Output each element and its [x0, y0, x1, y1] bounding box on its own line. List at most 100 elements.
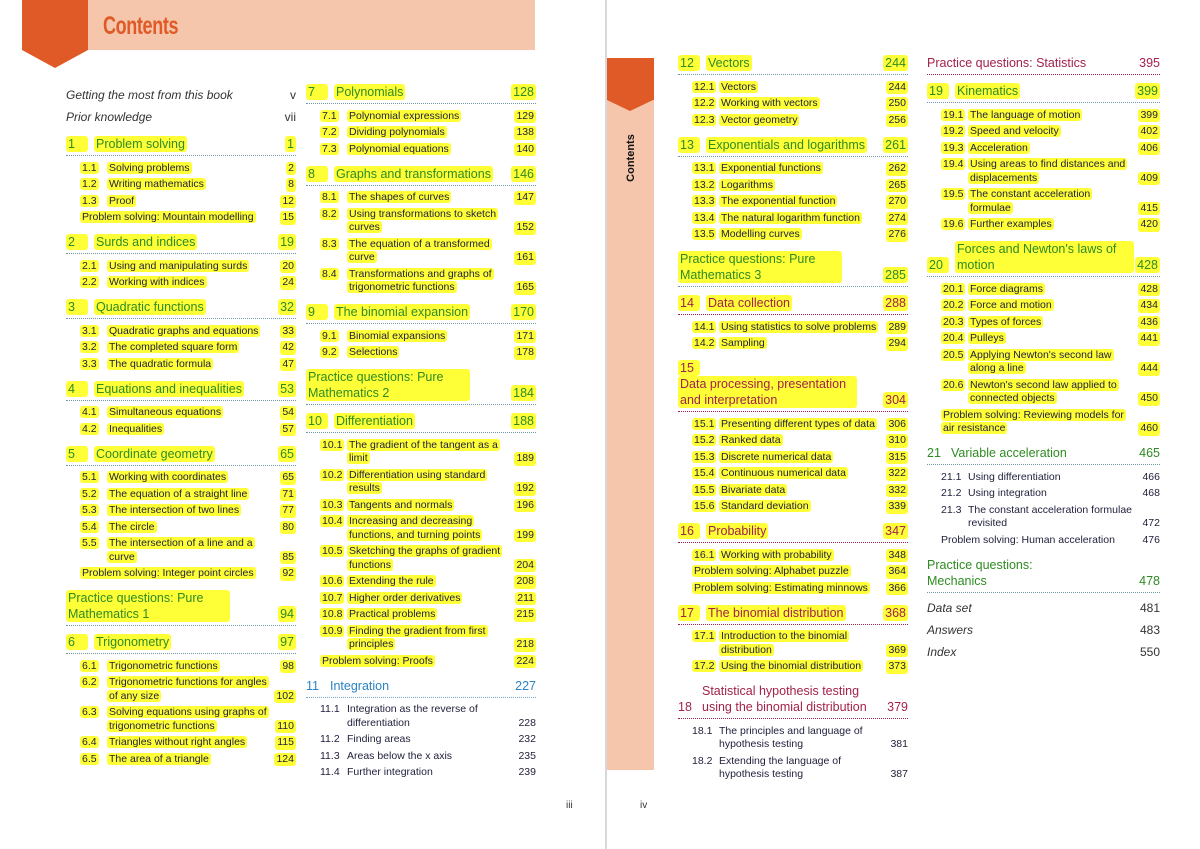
toc-entry-sub[interactable]: 21.2 Using integration 468 — [927, 486, 1160, 503]
toc-entry-sub[interactable]: 11.1 Integration as the reverse of differ… — [306, 702, 536, 732]
toc-entry-chapter[interactable]: 12 Vectors 244 — [678, 55, 908, 75]
toc-entry-sub[interactable]: 20.2 Force and motion 434 — [927, 298, 1160, 315]
toc-entry-sub[interactable]: 6.1 Trigonometric functions 98 — [66, 658, 296, 675]
toc-entry-chapter[interactable]: 8 Graphs and transformations 146 — [306, 165, 536, 186]
toc-entry-ps[interactable]: Problem solving: Integer point circles 92 — [66, 566, 296, 583]
toc-entry-chapter[interactable]: 5 Coordinate geometry 65 — [66, 445, 296, 466]
toc-entry-sub[interactable]: 12.3 Vector geometry 256 — [678, 112, 908, 129]
toc-entry-sub[interactable]: 2.2 Working with indices 24 — [66, 275, 296, 292]
toc-entry-sub[interactable]: 6.4 Triangles without right angles 115 — [66, 735, 296, 752]
toc-entry-plain[interactable]: Prior knowledge vii — [66, 106, 296, 128]
toc-entry-sub[interactable]: 13.4 The natural logarithm function 274 — [678, 210, 908, 227]
toc-entry-ps[interactable]: Problem solving: Human acceleration 476 — [927, 532, 1160, 549]
toc-entry-sub[interactable]: 4.2 Inequalities 57 — [66, 421, 296, 438]
toc-entry-sub[interactable]: 10.8 Practical problems 215 — [306, 607, 536, 624]
toc-entry-sub[interactable]: 11.3 Areas below the x axis 235 — [306, 748, 536, 765]
toc-entry-sub[interactable]: 6.5 The area of a triangle 124 — [66, 751, 296, 768]
toc-entry-sub[interactable]: 10.9 Finding the gradient from first prin… — [306, 623, 536, 653]
toc-entry-sub[interactable]: 18.1 The principles and language of hypot… — [678, 723, 908, 753]
toc-entry-sub[interactable]: 10.4 Increasing and decreasing functions,… — [306, 514, 536, 544]
toc-entry-sub[interactable]: 5.2 The equation of a straight line 71 — [66, 486, 296, 503]
toc-entry-plain[interactable]: Getting the most from this book v — [66, 84, 296, 106]
toc-entry-chapter[interactable]: 19 Kinematics 399 — [927, 83, 1160, 103]
toc-entry-sub[interactable]: 19.1 The language of motion 399 — [927, 107, 1160, 124]
toc-entry-sub[interactable]: 6.3 Solving equations using graphs of tri… — [66, 705, 296, 735]
toc-entry-ps[interactable]: Problem solving: Reviewing models for ai… — [927, 407, 1160, 437]
toc-entry-chapter[interactable]: 13 Exponentials and logarithms 261 — [678, 136, 908, 157]
toc-entry-sub[interactable]: 20.3 Types of forces 436 — [927, 314, 1160, 331]
toc-entry-sub[interactable]: 9.1 Binomial expansions 171 — [306, 328, 536, 345]
toc-entry-sub[interactable]: 20.4 Pulleys 441 — [927, 331, 1160, 348]
toc-entry-chapter[interactable]: 14 Data collection 288 — [678, 295, 908, 315]
toc-entry-chapter[interactable]: 15Data processing, presentation and inte… — [678, 360, 908, 412]
toc-entry-sub[interactable]: 7.2 Dividing polynomials 138 — [306, 125, 536, 142]
toc-entry-sub[interactable]: 15.2 Ranked data 310 — [678, 433, 908, 450]
toc-entry-chapter[interactable]: 17 The binomial distribution 368 — [678, 604, 908, 625]
toc-entry-chapter[interactable]: 3 Quadratic functions 32 — [66, 299, 296, 319]
toc-entry-sub[interactable]: 11.2 Finding areas 232 — [306, 732, 536, 749]
toc-entry-sub[interactable]: 5.3 The intersection of two lines 77 — [66, 503, 296, 520]
toc-entry-sub[interactable]: 1.3 Proof 12 — [66, 193, 296, 210]
toc-entry-chapter[interactable]: 18 Statistical hypothesis testing using t… — [678, 683, 908, 719]
toc-entry-practice[interactable]: Practice questions: Mechanics 478 — [927, 557, 1160, 593]
toc-entry-chapter[interactable]: 20 Forces and Newton's laws of motion 428 — [927, 241, 1160, 277]
toc-entry-sub[interactable]: 15.1 Presenting different types of data 30… — [678, 416, 908, 433]
toc-entry-sub[interactable]: 14.1 Using statistics to solve problems 28… — [678, 319, 908, 336]
toc-entry-sub[interactable]: 7.1 Polynomial expressions 129 — [306, 108, 536, 125]
toc-entry-sub[interactable]: 19.4 Using areas to find distances and di… — [927, 157, 1160, 187]
toc-entry-sub[interactable]: 10.1 The gradient of the tangent as a lim… — [306, 437, 536, 467]
toc-entry-sub[interactable]: 17.2 Using the binomial distribution 373 — [678, 659, 908, 676]
toc-entry-sub[interactable]: 6.2 Trigonometric functions for angles of… — [66, 675, 296, 705]
toc-entry-ps[interactable]: Problem solving: Estimating minnows 366 — [678, 580, 908, 597]
toc-entry-plain[interactable]: Data set 481 — [927, 597, 1160, 619]
toc-entry-chapter[interactable]: 1 Problem solving 1 — [66, 136, 296, 156]
toc-entry-sub[interactable]: 21.1 Using differentiation 466 — [927, 469, 1160, 486]
toc-entry-sub[interactable]: 3.3 The quadratic formula 47 — [66, 356, 296, 373]
toc-entry-sub[interactable]: 3.1 Quadratic graphs and equations 33 — [66, 323, 296, 340]
toc-entry-sub[interactable]: 20.1 Force diagrams 428 — [927, 281, 1160, 298]
toc-entry-sub[interactable]: 8.2 Using transformations to sketch curve… — [306, 206, 536, 236]
toc-entry-sub[interactable]: 19.5 The constant acceleration formulae 41… — [927, 187, 1160, 217]
toc-entry-practice[interactable]: Practice questions: Pure Mathematics 3 28… — [678, 251, 908, 287]
toc-entry-sub[interactable]: 1.2 Writing mathematics 8 — [66, 177, 296, 194]
toc-entry-sub[interactable]: 8.1 The shapes of curves 147 — [306, 190, 536, 207]
toc-entry-sub[interactable]: 8.3 The equation of a transformed curve 16… — [306, 236, 536, 266]
toc-entry-sub[interactable]: 13.5 Modelling curves 276 — [678, 227, 908, 244]
toc-entry-sub[interactable]: 9.2 Selections 178 — [306, 345, 536, 362]
toc-entry-plain[interactable]: Answers 483 — [927, 619, 1160, 641]
toc-entry-chapter[interactable]: 9 The binomial expansion 170 — [306, 304, 536, 324]
toc-entry-sub[interactable]: 5.5 The intersection of a line and a curv… — [66, 536, 296, 566]
toc-entry-sub[interactable]: 17.1 Introduction to the binomial distrib… — [678, 629, 908, 659]
toc-entry-plain[interactable]: Index 550 — [927, 641, 1160, 663]
toc-entry-sub[interactable]: 8.4 Transformations and graphs of trigono… — [306, 266, 536, 296]
toc-entry-sub[interactable]: 18.2 Extending the language of hypothesis… — [678, 753, 908, 783]
toc-entry-sub[interactable]: 12.1 Vectors 244 — [678, 79, 908, 96]
toc-entry-sub[interactable]: 3.2 The completed square form 42 — [66, 340, 296, 357]
toc-entry-sub[interactable]: 15.3 Discrete numerical data 315 — [678, 449, 908, 466]
toc-entry-practice[interactable]: Practice questions: Pure Mathematics 2 18… — [306, 369, 536, 405]
toc-entry-chapter[interactable]: 11 Integration 227 — [306, 678, 536, 698]
toc-entry-sub[interactable]: 13.3 The exponential function 270 — [678, 194, 908, 211]
toc-entry-practice[interactable]: Practice questions: Statistics 395 — [927, 55, 1160, 75]
toc-entry-chapter[interactable]: 2 Surds and indices 19 — [66, 234, 296, 254]
toc-entry-chapter[interactable]: 6 Trigonometry 97 — [66, 634, 296, 654]
toc-entry-sub[interactable]: 13.1 Exponential functions 262 — [678, 161, 908, 178]
toc-entry-sub[interactable]: 15.5 Bivariate data 332 — [678, 482, 908, 499]
toc-entry-ps[interactable]: Problem solving: Mountain modelling 15 — [66, 210, 296, 227]
toc-entry-sub[interactable]: 5.1 Working with coordinates 65 — [66, 470, 296, 487]
toc-entry-chapter[interactable]: 4 Equations and inequalities 53 — [66, 380, 296, 401]
toc-entry-sub[interactable]: 19.3 Acceleration 406 — [927, 140, 1160, 157]
toc-entry-sub[interactable]: 12.2 Working with vectors 250 — [678, 96, 908, 113]
toc-entry-sub[interactable]: 4.1 Simultaneous equations 54 — [66, 405, 296, 422]
toc-entry-sub[interactable]: 10.5 Sketching the graphs of gradient fun… — [306, 544, 536, 574]
toc-entry-sub[interactable]: 14.2 Sampling 294 — [678, 336, 908, 353]
toc-entry-sub[interactable]: 19.6 Further examples 420 — [927, 217, 1160, 234]
toc-entry-sub[interactable]: 10.2 Differentiation using standard resul… — [306, 467, 536, 497]
toc-entry-sub[interactable]: 15.4 Continuous numerical data 322 — [678, 466, 908, 483]
toc-entry-sub[interactable]: 2.1 Using and manipulating surds 20 — [66, 258, 296, 275]
toc-entry-ps[interactable]: Problem solving: Alphabet puzzle 364 — [678, 564, 908, 581]
toc-entry-chapter[interactable]: 7 Polynomials 128 — [306, 84, 536, 104]
toc-entry-ps[interactable]: Problem solving: Proofs 224 — [306, 653, 536, 670]
toc-entry-sub[interactable]: 10.6 Extending the rule 208 — [306, 574, 536, 591]
toc-entry-sub[interactable]: 20.5 Applying Newton's second law along a… — [927, 347, 1160, 377]
